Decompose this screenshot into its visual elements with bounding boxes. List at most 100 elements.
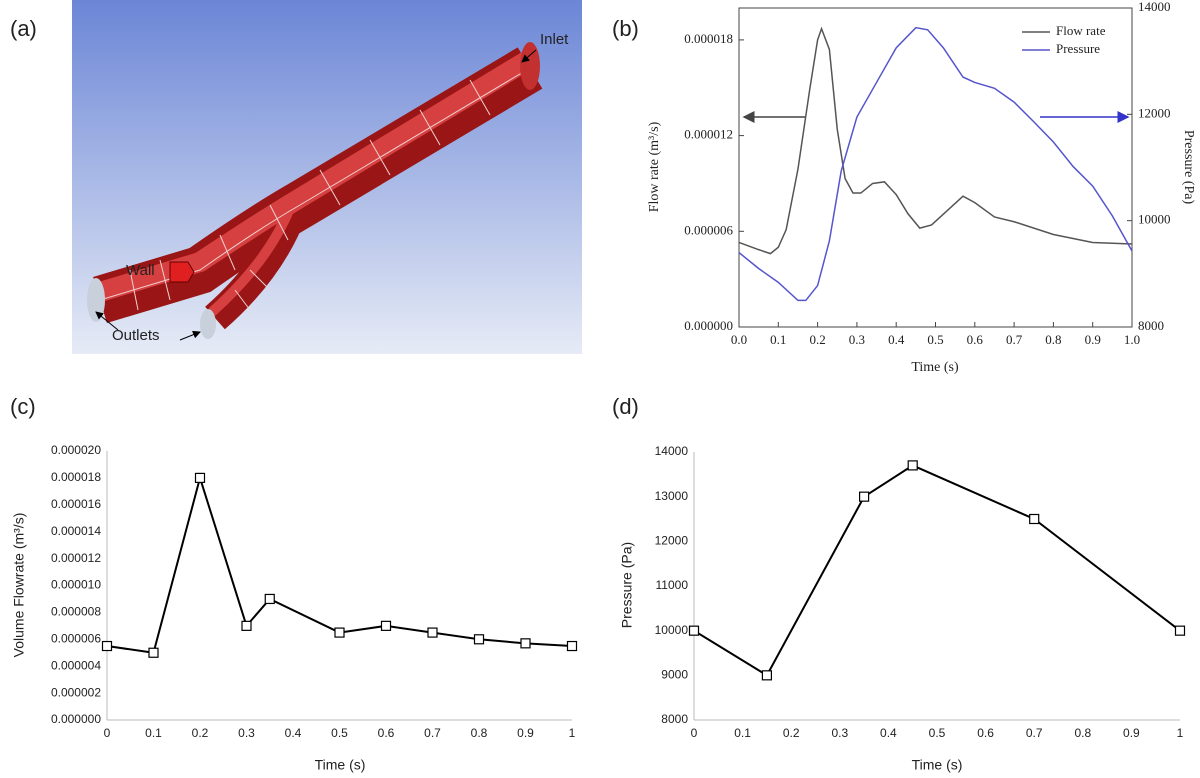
x-axis-label: Time (s)	[912, 757, 963, 773]
data-point	[380, 620, 392, 631]
y2-tick-label: 12000	[1138, 105, 1171, 120]
y-tick-label: 0.000000	[684, 318, 733, 333]
series-line	[738, 26, 1133, 255]
outlet-face	[87, 278, 105, 322]
x-tick-label: 0.4	[880, 726, 897, 740]
arrow	[95, 311, 119, 331]
x-tick-label: 0.7	[1026, 726, 1043, 740]
x-tick-label: 1	[569, 726, 576, 740]
y-tick-label: 14000	[655, 444, 689, 458]
arrow	[179, 330, 201, 341]
x-tick-label: 0.7	[1006, 332, 1023, 347]
y-axis-label: Flow rate (m³/s)	[647, 121, 662, 212]
data-point	[566, 640, 578, 652]
x-tick-label: 0.4	[285, 726, 302, 740]
x-axis-label: Time (s)	[315, 757, 366, 773]
panel-label: (a)	[10, 16, 37, 41]
wall-marker	[169, 261, 195, 283]
y-tick-label: 9000	[661, 668, 688, 682]
panel-label: (d)	[612, 394, 639, 419]
x-tick-label: 0	[104, 726, 111, 740]
wall-label: Wall	[126, 262, 155, 279]
data-point	[1174, 625, 1186, 636]
x-tick-label: 0.2	[809, 332, 825, 347]
x-axis-label: Time (s)	[911, 360, 959, 375]
x-tick-label: 1	[1177, 726, 1184, 740]
data-point	[427, 627, 438, 638]
y-tick-label: 0.000002	[51, 685, 101, 699]
inlet-label: Inlet	[540, 31, 569, 48]
arrow	[521, 49, 537, 63]
data-point	[761, 670, 773, 681]
y2-axis-label: Pressure (Pa)	[1181, 130, 1196, 205]
vessel-highlight	[208, 206, 295, 316]
x-tick-label: 0.8	[471, 726, 488, 740]
y2-tick-label: 10000	[1138, 212, 1171, 227]
y-tick-label: 0.000012	[684, 127, 733, 142]
y-tick-label: 11000	[656, 578, 689, 592]
data-point	[688, 625, 700, 636]
x-tick-label: 0.5	[927, 332, 943, 347]
x-tick-label: 0.1	[145, 726, 162, 740]
data-point	[264, 593, 275, 605]
y-tick-label: 0.000006	[684, 222, 733, 237]
x-tick-label: 0.3	[849, 332, 865, 347]
data-point	[1029, 513, 1040, 525]
x-tick-label: 0.8	[1045, 332, 1061, 347]
y-tick-label: 0.000008	[51, 605, 101, 619]
y2-tick-label: 14000	[1138, 0, 1171, 14]
x-tick-label: 0.6	[967, 332, 984, 347]
series-line	[738, 26, 1133, 302]
y2-tick-label: 8000	[1138, 318, 1164, 333]
y-tick-label: 0.000006	[51, 631, 101, 645]
x-tick-label: 0.2	[783, 726, 800, 740]
x-tick-label: 0.1	[734, 726, 751, 740]
x-tick-label: 0.0	[731, 332, 747, 347]
x-tick-label: 0.3	[238, 726, 255, 740]
x-tick-label: 0.4	[888, 332, 905, 347]
y-tick-label: 10000	[655, 623, 689, 637]
data-point	[858, 491, 870, 502]
legend-label: Pressure	[1056, 41, 1100, 56]
y-axis-label: Volume Flowrate (m³/s)	[11, 513, 27, 658]
y-tick-label: 0.000010	[51, 578, 101, 592]
panel-label: (b)	[612, 16, 639, 41]
data-point	[148, 647, 159, 658]
y-axis-label: Pressure (Pa)	[619, 542, 635, 628]
legend-label: Flow rate	[1056, 23, 1106, 38]
data-point	[334, 627, 345, 638]
data-point	[194, 472, 206, 483]
x-tick-label: 0.7	[424, 726, 441, 740]
panel-label: (c)	[10, 394, 36, 419]
x-tick-label: 0.9	[1085, 332, 1101, 347]
y-tick-label: 0.000018	[51, 470, 101, 484]
y-tick-label: 0.000014	[51, 524, 101, 538]
x-tick-label: 0.9	[1123, 726, 1140, 740]
y-tick-label: 12000	[655, 534, 689, 548]
data-point	[520, 638, 531, 649]
series-line	[693, 464, 1181, 677]
y-tick-label: 0.000004	[51, 658, 101, 672]
x-tick-label: 0.6	[977, 726, 994, 740]
vessel-illustration: Inlet Wall Outlets (a)	[10, 0, 582, 354]
x-tick-label: 0.6	[378, 726, 395, 740]
data-point	[907, 460, 918, 471]
y-tick-label: 8000	[661, 712, 688, 726]
x-tick-label: 0.1	[770, 332, 786, 347]
mesh-lines	[99, 67, 531, 311]
outlets-label: Outlets	[112, 327, 160, 344]
x-tick-label: 0.8	[1074, 726, 1091, 740]
data-point	[241, 620, 252, 631]
data-point	[101, 640, 113, 652]
y-tick-label: 0.000016	[51, 497, 101, 511]
vessel-highlight	[97, 51, 534, 302]
x-tick-label: 0.9	[517, 726, 534, 740]
x-tick-label: 0.2	[192, 726, 209, 740]
outlet-face	[200, 309, 216, 339]
y-tick-label: 0.000000	[51, 712, 101, 726]
x-tick-label: 0	[691, 726, 698, 740]
data-point	[473, 634, 485, 645]
y-tick-label: 0.000018	[684, 31, 733, 46]
x-tick-label: 0.3	[831, 726, 848, 740]
